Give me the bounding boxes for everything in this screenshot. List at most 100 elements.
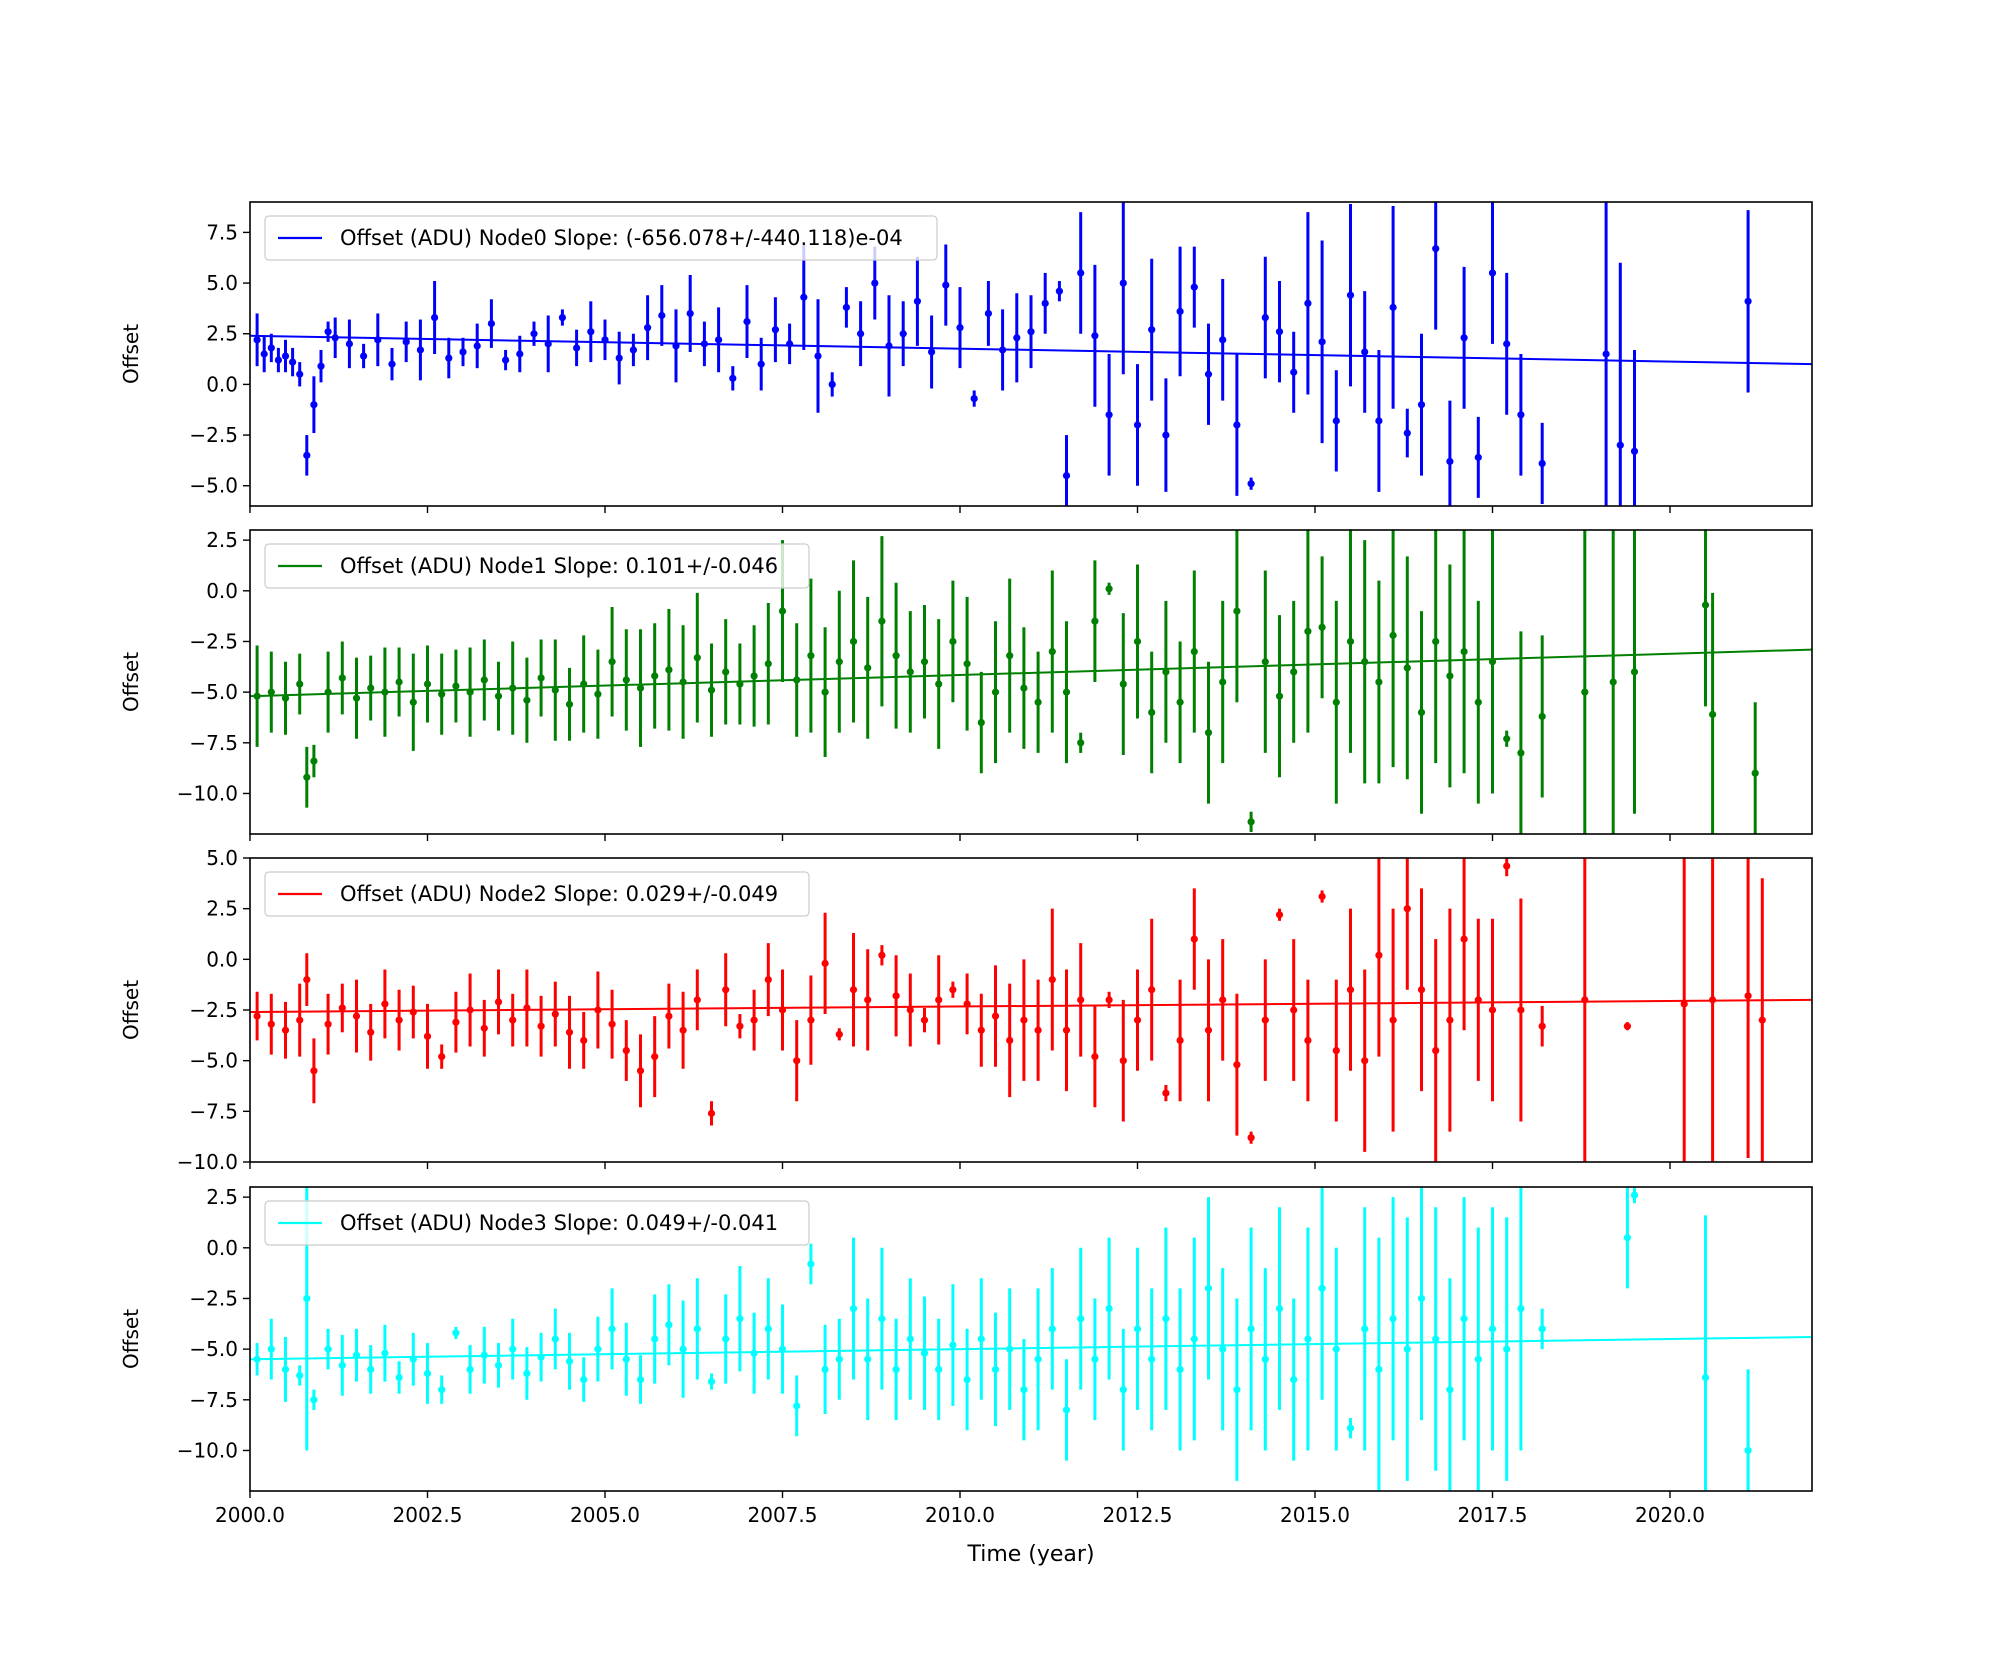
x-tick-label: 2017.5 (1458, 1503, 1528, 1527)
panels: −5.0 −2.5 0.0 2.5 5.0 7.5 Offset Offset (ADU) N… (119, 201, 1813, 1527)
data-point (1751, 769, 1759, 777)
legend-label: Offset (ADU) Node1 Slope: 0.101+/-0.046 (340, 554, 778, 578)
data-point (608, 1020, 616, 1028)
data-point (1119, 680, 1127, 688)
data-point (1375, 417, 1383, 425)
data-point (1417, 1294, 1426, 1303)
y-tick-label: 7.5 (206, 220, 238, 244)
data-point (1517, 411, 1525, 419)
data-point (1041, 299, 1049, 307)
data-point (1517, 1006, 1525, 1014)
y-tick-label: −2.5 (189, 629, 238, 653)
data-point (1062, 688, 1071, 696)
data-point (253, 1012, 261, 1020)
data-point (1361, 1325, 1369, 1333)
data-point (1701, 1373, 1710, 1382)
data-point (296, 1371, 304, 1380)
data-point (388, 360, 396, 368)
legend-box (264, 543, 810, 589)
data-point (644, 324, 652, 332)
data-point (1446, 1386, 1454, 1394)
y-tick-label: −5.0 (189, 474, 238, 498)
legend-label: Offset (ADU) Node3 Slope: 0.049+/-0.041 (340, 1211, 778, 1235)
data-point (1162, 431, 1170, 439)
y-tick-label: 2.5 (206, 322, 238, 346)
data-point (729, 374, 737, 382)
data-point (551, 1335, 559, 1343)
data-point (260, 350, 268, 358)
legend-box (264, 871, 810, 917)
data-point (1432, 637, 1440, 646)
data-point (1219, 1345, 1227, 1353)
data-point (289, 358, 297, 366)
data-point (920, 658, 929, 666)
data-point (1290, 368, 1298, 376)
data-point (423, 1032, 432, 1040)
data-point (580, 1375, 588, 1384)
data-point (1460, 935, 1468, 943)
data-point (1034, 1026, 1042, 1034)
data-point (423, 680, 432, 688)
x-tick-label: 2012.5 (1103, 1503, 1173, 1527)
data-point (1744, 1446, 1752, 1455)
data-point (977, 1335, 985, 1343)
data-point (814, 352, 822, 360)
fit-line (250, 648, 1812, 698)
data-point (1446, 1016, 1454, 1024)
data-point (1190, 648, 1198, 656)
data-point (324, 1345, 332, 1353)
data-point (494, 1361, 503, 1369)
data-point (878, 1315, 886, 1323)
data-point (913, 297, 922, 305)
data-point (1048, 648, 1056, 656)
x-tick-label: 2005.0 (570, 1503, 640, 1527)
data-point (509, 1345, 517, 1353)
data-point (693, 1325, 701, 1333)
legend-box (264, 215, 938, 261)
legend: Offset (ADU) Node2 Slope: 0.029+/-0.049 (264, 871, 810, 917)
data-point (296, 370, 304, 378)
data-point (310, 1067, 318, 1075)
data-point (523, 1369, 531, 1378)
data-point (864, 1355, 872, 1363)
data-point (1176, 307, 1184, 316)
y-tick-label: −7.5 (189, 1388, 238, 1412)
data-point (310, 757, 318, 765)
data-point (1488, 1325, 1497, 1333)
data-point (835, 1030, 843, 1038)
data-point (1275, 328, 1284, 336)
data-point (991, 688, 1000, 696)
data-point (764, 660, 772, 668)
data-point (1091, 617, 1099, 625)
data-point (594, 1345, 602, 1353)
data-point (438, 1386, 446, 1394)
data-point (395, 1373, 403, 1382)
data-point (1290, 1375, 1298, 1384)
data-point (665, 666, 673, 674)
data-point (935, 996, 943, 1004)
data-point (1517, 749, 1525, 757)
plot-area (250, 1187, 1812, 1491)
data-point (1133, 1325, 1142, 1333)
data-point (452, 1018, 460, 1026)
data-point (658, 311, 666, 320)
data-point (665, 1321, 673, 1329)
data-point (317, 362, 325, 370)
data-point (303, 773, 311, 781)
data-point (1105, 411, 1113, 419)
data-point (651, 1053, 659, 1061)
data-point (1247, 1325, 1255, 1333)
data-point (1261, 1016, 1269, 1024)
data-point (1062, 1406, 1071, 1414)
data-point (1027, 328, 1035, 336)
data-point (494, 692, 503, 700)
data-point (1233, 1386, 1241, 1394)
data-point (324, 328, 332, 336)
data-point (1346, 1424, 1355, 1432)
data-point (1403, 1345, 1411, 1353)
data-point (608, 658, 616, 666)
data-point (409, 698, 417, 706)
data-point (935, 680, 943, 688)
data-point (1403, 664, 1411, 672)
data-point (402, 338, 410, 346)
